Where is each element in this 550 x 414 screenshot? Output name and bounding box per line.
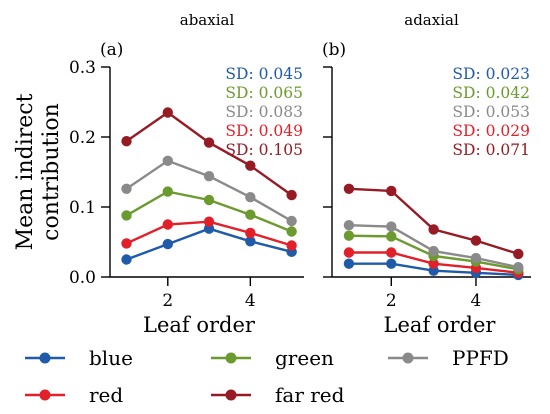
panel-label: (a)	[100, 40, 123, 60]
data-point-blue	[121, 254, 132, 265]
data-point-red	[245, 227, 256, 239]
data-point-blue	[162, 238, 173, 250]
sd-annotation-red: SD: 0.049	[225, 122, 303, 140]
legend-swatch-marker	[225, 352, 237, 364]
data-point-PPFD	[513, 262, 524, 273]
x-tick-label: 4	[245, 291, 256, 311]
data-point-PPFD	[245, 192, 256, 203]
data-point-green	[121, 210, 132, 221]
y-tick-label: 0.1	[69, 198, 96, 218]
data-point-PPFD	[203, 171, 215, 182]
legend: blue green PPFD red far red	[25, 346, 509, 407]
legend-item-far-red: far red	[211, 383, 345, 407]
data-point-PPFD	[428, 245, 439, 257]
sd-annotation-blue: SD: 0.023	[452, 65, 530, 83]
data-point-red	[286, 240, 297, 251]
panel-title: abaxial	[180, 11, 235, 29]
legend-label: blue	[89, 346, 133, 370]
legend-item-red: red	[25, 383, 123, 407]
sd-annotation-green: SD: 0.065	[225, 84, 303, 102]
data-point-PPFD	[286, 215, 297, 227]
legend-item-green: green	[211, 346, 334, 370]
data-point-blue	[245, 236, 256, 247]
data-point-red	[343, 247, 355, 258]
series-line-PPFD	[125, 159, 293, 223]
y-tick-label: 0.3	[69, 58, 96, 78]
series-line-far-red	[348, 187, 519, 256]
legend-swatch-marker	[402, 352, 414, 364]
data-point-red	[428, 258, 439, 269]
data-point-PPFD	[386, 221, 397, 232]
data-point-green	[203, 194, 215, 206]
sd-annotation-far-red: SD: 0.071	[452, 141, 530, 159]
legend-label: green	[275, 346, 334, 370]
data-point-green	[245, 209, 256, 220]
legend-swatch-marker	[39, 389, 51, 401]
data-point-green	[386, 231, 397, 242]
data-point-far-red	[470, 235, 482, 246]
data-point-red	[386, 247, 397, 258]
data-point-blue	[343, 258, 355, 269]
data-point-red	[203, 216, 215, 227]
sd-annotation-red: SD: 0.029	[452, 122, 530, 140]
y-axis-label-line: contribution	[39, 103, 64, 241]
data-point-far-red	[121, 136, 132, 147]
legend-label: red	[89, 383, 123, 407]
data-point-green	[162, 186, 173, 197]
data-point-blue	[386, 258, 397, 269]
data-point-PPFD	[121, 183, 132, 194]
data-point-far-red	[343, 183, 355, 194]
data-point-far-red	[162, 107, 173, 118]
data-point-far-red	[286, 189, 297, 201]
data-point-far-red	[386, 185, 397, 197]
legend-item-PPFD: PPFD	[388, 346, 509, 370]
y-axis-label-line: Mean indirect	[13, 93, 38, 250]
y-tick-label: 0.2	[69, 128, 96, 148]
y-axis-label: Mean indirectcontribution	[13, 93, 64, 250]
sd-annotation-PPFD: SD: 0.053	[452, 103, 530, 121]
data-point-red	[121, 238, 132, 249]
sd-annotation-PPFD: SD: 0.083	[225, 103, 303, 121]
data-point-far-red	[245, 160, 256, 171]
x-axis-label: Leaf order	[384, 313, 497, 337]
sd-annotation-green: SD: 0.042	[452, 84, 530, 102]
x-axis-label: Leaf order	[143, 313, 256, 337]
legend-swatch-marker	[225, 389, 237, 401]
legend-swatch-marker	[39, 352, 51, 364]
data-point-PPFD	[470, 252, 482, 264]
data-point-PPFD	[162, 155, 173, 166]
sd-annotation-far-red: SD: 0.105	[225, 141, 303, 159]
data-point-green	[286, 226, 297, 237]
legend-item-blue: blue	[25, 346, 133, 370]
x-tick-label: 4	[471, 291, 482, 311]
data-point-PPFD	[343, 220, 355, 231]
y-tick-label: 0.0	[69, 268, 96, 288]
data-point-far-red	[513, 248, 524, 260]
legend-label: PPFD	[452, 346, 509, 370]
data-point-far-red	[428, 224, 439, 235]
data-point-green	[343, 230, 355, 241]
panel-title: adaxial	[404, 11, 459, 29]
x-tick-label: 2	[386, 291, 397, 311]
panel-label: (b)	[322, 40, 346, 60]
x-tick-label: 2	[162, 291, 173, 311]
sd-annotation-blue: SD: 0.045	[225, 65, 303, 83]
data-point-far-red	[203, 137, 215, 148]
legend-label: far red	[275, 383, 345, 407]
data-point-red	[162, 219, 173, 230]
